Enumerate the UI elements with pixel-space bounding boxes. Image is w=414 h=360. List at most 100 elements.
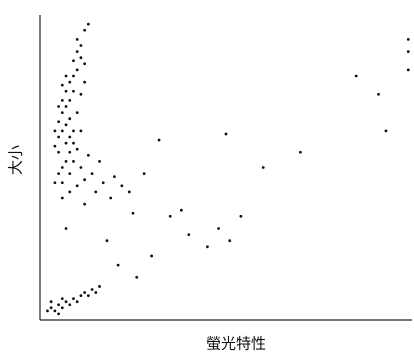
- data-point: [60, 181, 64, 185]
- data-point: [406, 38, 410, 41]
- data-point: [75, 147, 79, 151]
- data-point: [53, 144, 57, 148]
- data-point: [299, 150, 302, 154]
- data-point: [64, 300, 68, 304]
- data-point: [68, 172, 72, 176]
- data-point: [53, 181, 57, 185]
- data-point: [68, 190, 72, 194]
- data-point: [60, 166, 64, 169]
- data-point: [224, 132, 228, 136]
- data-point: [49, 300, 53, 304]
- data-point: [83, 62, 87, 66]
- data-point: [217, 227, 220, 230]
- data-point: [101, 181, 105, 185]
- data-point: [79, 129, 83, 133]
- data-point: [75, 50, 79, 53]
- data-point: [406, 50, 410, 53]
- data-point: [79, 294, 83, 297]
- data-point: [60, 196, 64, 200]
- data-point: [131, 211, 135, 215]
- data-point: [60, 306, 64, 310]
- data-point: [53, 129, 57, 133]
- data-point: [72, 89, 75, 93]
- data-point: [64, 160, 68, 163]
- data-point: [98, 285, 101, 288]
- data-point: [86, 294, 90, 297]
- data-point: [239, 214, 243, 218]
- data-point: [83, 291, 87, 294]
- data-point: [53, 309, 57, 313]
- data-point: [79, 166, 83, 169]
- data-point: [83, 80, 87, 84]
- data-point: [94, 190, 98, 194]
- data-point: [64, 123, 68, 127]
- data-point: [64, 105, 68, 108]
- data-point: [142, 172, 146, 176]
- data-point: [187, 233, 191, 237]
- data-point: [377, 92, 380, 96]
- data-point: [68, 135, 72, 139]
- data-point: [57, 105, 60, 108]
- data-point: [72, 297, 75, 301]
- data-point: [105, 239, 109, 243]
- data-point: [206, 245, 209, 249]
- data-point: [68, 117, 72, 121]
- data-point: [79, 44, 83, 47]
- data-point: [75, 111, 79, 114]
- data-point: [60, 99, 64, 102]
- data-point: [64, 227, 68, 230]
- data-point: [120, 184, 124, 188]
- data-point: [64, 141, 68, 145]
- x-axis-label: 螢光特性: [206, 335, 266, 353]
- data-point: [60, 297, 64, 301]
- data-point: [72, 129, 75, 133]
- data-point: [75, 38, 79, 41]
- data-point: [72, 59, 75, 63]
- data-point: [57, 135, 60, 139]
- data-point: [75, 300, 79, 304]
- data-point: [127, 190, 131, 194]
- data-point: [179, 208, 183, 212]
- data-point: [68, 99, 72, 102]
- data-point: [57, 120, 60, 124]
- data-point: [57, 150, 60, 154]
- data-point: [113, 175, 116, 179]
- data-point: [57, 303, 60, 307]
- data-point: [79, 56, 83, 60]
- data-point: [75, 68, 79, 72]
- data-point: [79, 92, 83, 96]
- data-point: [354, 74, 358, 78]
- data-point: [98, 160, 101, 163]
- data-point: [116, 263, 120, 267]
- data-point: [228, 239, 232, 243]
- data-point: [64, 89, 68, 93]
- data-point: [60, 83, 64, 87]
- data-point: [406, 68, 410, 72]
- data-point: [83, 28, 87, 32]
- data-point: [72, 74, 75, 78]
- data-point: [57, 312, 60, 316]
- data-point: [168, 214, 172, 218]
- data-point: [75, 184, 79, 188]
- data-point: [90, 288, 94, 291]
- data-point: [64, 74, 68, 78]
- data-point: [46, 309, 49, 313]
- data-point: [157, 138, 161, 142]
- data-point: [49, 306, 53, 310]
- data-point: [135, 275, 139, 279]
- data-point: [60, 111, 64, 114]
- y-axis-label: 大小: [7, 145, 25, 175]
- data-point: [57, 172, 60, 176]
- data-point: [86, 153, 90, 157]
- data-point: [109, 196, 113, 200]
- data-point: [68, 80, 72, 84]
- data-point: [72, 160, 75, 163]
- data-point: [68, 303, 72, 307]
- data-point: [86, 22, 90, 26]
- data-point: [83, 202, 87, 206]
- data-point: [94, 291, 98, 294]
- data-point: [83, 178, 87, 182]
- data-point: [72, 141, 75, 145]
- data-point: [150, 254, 154, 258]
- data-point: [60, 129, 64, 133]
